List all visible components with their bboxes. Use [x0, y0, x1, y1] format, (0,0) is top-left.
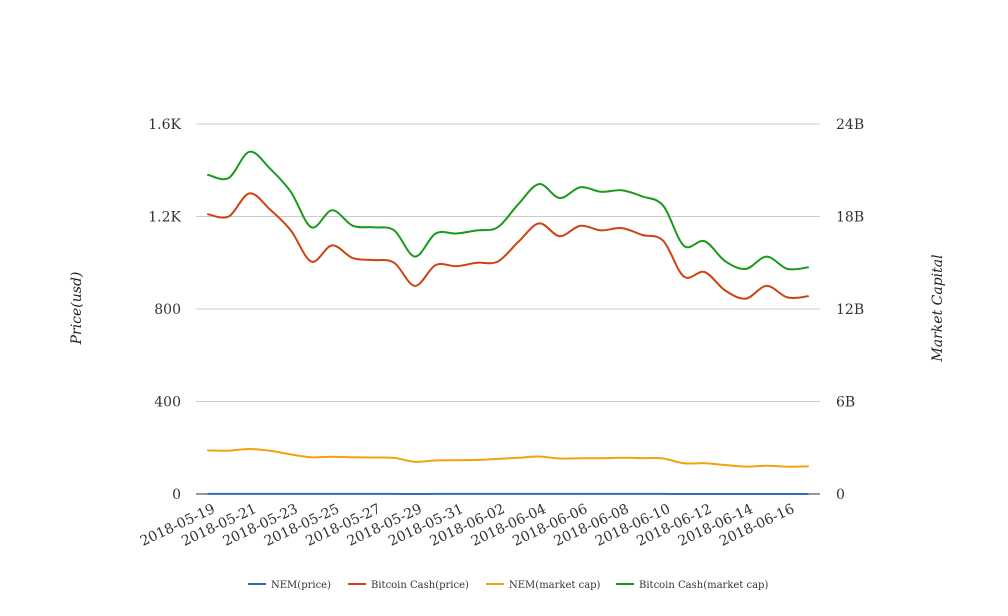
legend-label: Bitcoin Cash(price) [371, 580, 469, 591]
gridlines [196, 123, 820, 495]
y-tick-label: 1.2K [148, 210, 181, 226]
legend-item-nem-price[interactable]: NEM(price) [248, 580, 331, 591]
y2-tick-label: 24B [836, 117, 864, 133]
x-axis: 2018-05-192018-05-212018-05-232018-05-25… [138, 501, 797, 550]
y2-tick-label: 18B [836, 210, 864, 226]
left-y-axis: 0 400 800 1.2K 1.6K [148, 117, 181, 503]
y2-tick-label: 6B [836, 395, 855, 411]
legend-item-bitcoin-cash-market-cap[interactable]: Bitcoin Cash(market cap) [616, 580, 768, 591]
legend-label: Bitcoin Cash(market cap) [639, 580, 768, 591]
legend-label: NEM(price) [271, 580, 331, 591]
y-tick-label: 0 [172, 487, 181, 503]
series-line-nem-market-cap [207, 448, 809, 468]
legend-label: NEM(market cap) [509, 580, 601, 591]
y-tick-label: 1.6K [148, 117, 181, 133]
y2-tick-label: 0 [836, 487, 845, 503]
series-lines [207, 150, 809, 495]
series-line-bitcoin-cash-market-cap [207, 150, 809, 271]
series-line-bitcoin-cash-price [207, 192, 809, 300]
legend: NEM(price) Bitcoin Cash(price) NEM(market … [248, 580, 768, 591]
y-tick-label: 800 [154, 302, 181, 318]
legend-item-nem-market-cap[interactable]: NEM(market cap) [486, 580, 601, 591]
y-axis-title: Price(usd) [69, 272, 85, 346]
legend-item-bitcoin-cash-price[interactable]: Bitcoin Cash(price) [348, 580, 469, 591]
y2-axis-title: Market Capital [930, 254, 946, 362]
y2-tick-label: 12B [836, 302, 864, 318]
y-tick-label: 400 [154, 395, 181, 411]
right-y-axis: 0 6B 12B 18B 24B [836, 117, 864, 503]
